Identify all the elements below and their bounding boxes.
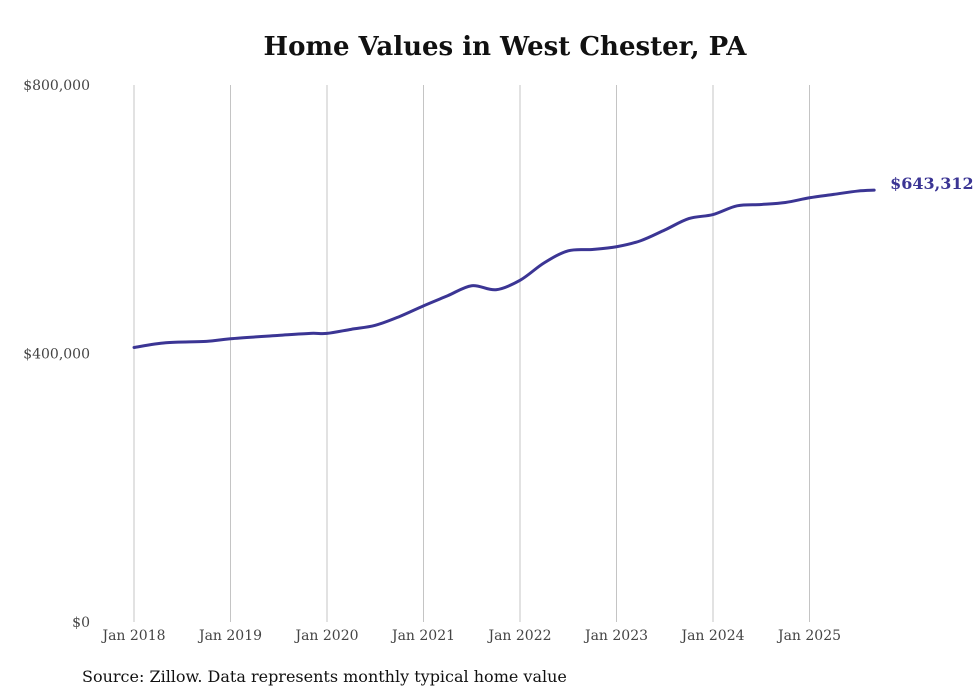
x-tick-label: Jan 2021 [390, 628, 455, 644]
x-tick-label: Jan 2023 [583, 628, 648, 644]
y-tick-label: $400,000 [23, 347, 90, 363]
series-line [132, 188, 876, 349]
end-value-label: $643,312 [890, 174, 974, 193]
y-tick-label: $0 [72, 615, 90, 631]
x-tick-label: Jan 2022 [486, 628, 551, 644]
y-tick-label: $800,000 [23, 78, 90, 94]
chart-title: Home Values in West Chester, PA [263, 32, 747, 62]
x-tick-label: Jan 2025 [776, 628, 841, 644]
x-tick-label: Jan 2018 [100, 628, 165, 644]
x-tick-label: Jan 2019 [197, 628, 262, 644]
x-tick-label: Jan 2024 [679, 628, 744, 644]
source-note: Source: Zillow. Data represents monthly … [82, 667, 567, 686]
x-tick-label: Jan 2020 [293, 628, 358, 644]
